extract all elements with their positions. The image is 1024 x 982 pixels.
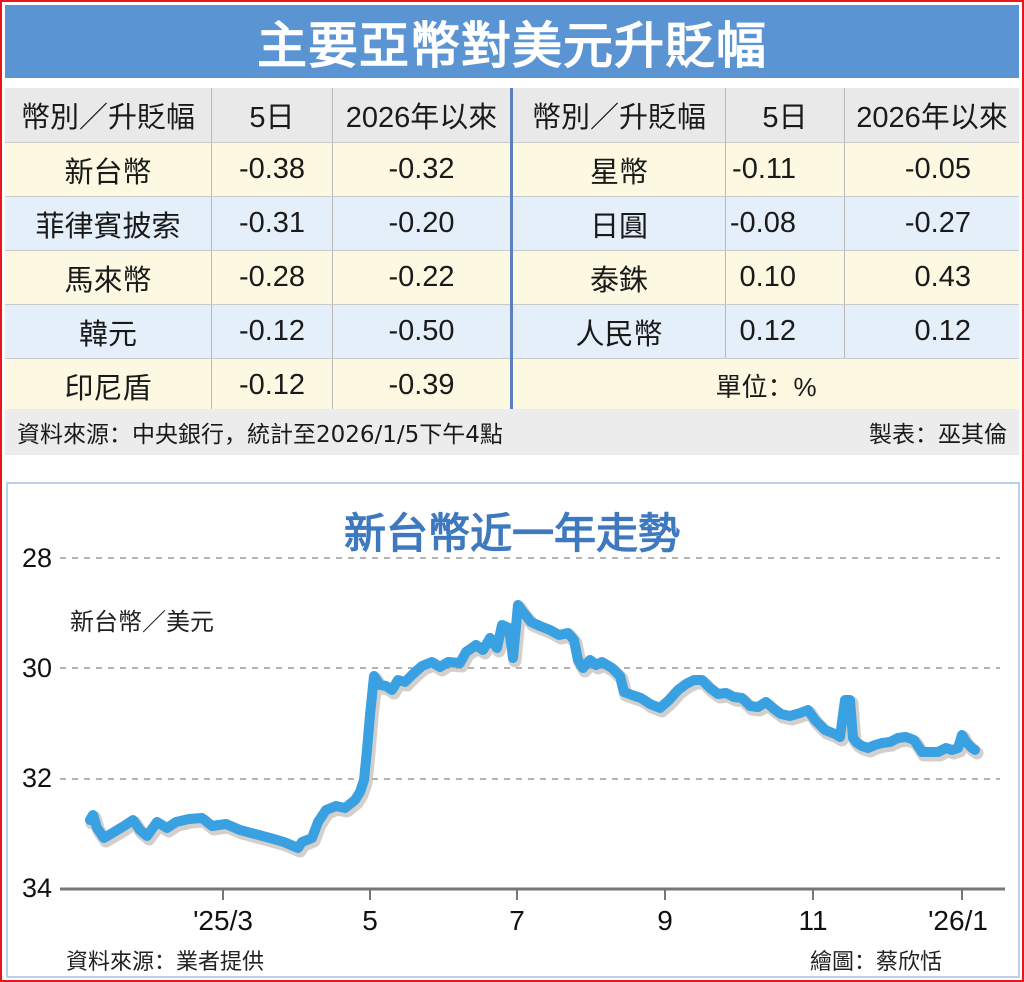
unit-note: 單位：% [511, 358, 1019, 413]
x-tick-05: 5 [362, 905, 378, 936]
change-5d: -0.28 [211, 250, 333, 305]
chart-source: 資料來源：業者提供 [66, 950, 265, 975]
change-5d: -0.12 [211, 358, 333, 413]
table-source: 資料來源：中央銀行，統計至2026/1/5下午4點 [17, 422, 503, 448]
currency-name: 星幣 [511, 142, 726, 197]
change-ytd: 0.12 [844, 304, 1019, 359]
header-ytd-left: 2026年以來 [332, 88, 513, 143]
x-tick-2025-03: '25/3 [193, 905, 253, 936]
change-ytd: -0.39 [332, 358, 513, 413]
currency-name: 日圓 [511, 196, 726, 251]
chart-credit: 繪圖：蔡欣恬 [810, 950, 943, 975]
exchange-rate-line [85, 600, 980, 853]
x-tick-2026-01: '26/1 [928, 905, 988, 936]
y-axis-unit-label: 新台幣／美元 [70, 608, 214, 636]
table-row: 菲律賓披索 -0.31 -0.20 日圓 -0.08 -0.27 [5, 196, 1019, 251]
currency-name: 新台幣 [5, 142, 212, 197]
y-tick-32: 32 [22, 763, 53, 793]
currency-table: 幣別／升貶幅 5日 2026年以來 幣別／升貶幅 5日 2026年以來 新台幣 … [5, 88, 1019, 413]
currency-name: 菲律賓披索 [5, 196, 212, 251]
change-ytd: -0.22 [332, 250, 513, 305]
gridlines [60, 557, 1000, 780]
change-ytd: 0.43 [844, 250, 1019, 305]
change-5d: 0.12 [725, 304, 845, 359]
table-footer: 資料來源：中央銀行，統計至2026/1/5下午4點 製表：巫其倫 [5, 409, 1019, 455]
y-tick-30: 30 [22, 653, 53, 683]
y-tick-28: 28 [22, 543, 53, 573]
table-credit: 製表：巫其倫 [869, 422, 1007, 448]
change-ytd: -0.50 [332, 304, 513, 359]
table-header-row: 幣別／升貶幅 5日 2026年以來 幣別／升貶幅 5日 2026年以來 [5, 88, 1019, 143]
table-row: 馬來幣 -0.28 -0.22 泰銖 0.10 0.43 [5, 250, 1019, 305]
change-5d: -0.12 [211, 304, 333, 359]
header-currency-right: 幣別／升貶幅 [511, 88, 726, 143]
change-5d: -0.31 [211, 196, 333, 251]
table-row: 新台幣 -0.38 -0.32 星幣 -0.11 -0.05 [5, 142, 1019, 197]
x-tick-07: 7 [509, 905, 525, 936]
currency-name: 韓元 [5, 304, 212, 359]
header-ytd-right: 2026年以來 [844, 88, 1019, 143]
change-5d: 0.10 [725, 250, 845, 305]
chart-container [6, 482, 1020, 978]
x-tick-09: 9 [657, 905, 673, 936]
change-5d: -0.38 [211, 142, 333, 197]
y-tick-34: 34 [22, 873, 53, 903]
x-tick-11: 11 [798, 905, 828, 936]
header-currency-left: 幣別／升貶幅 [5, 88, 212, 143]
table-row: 印尼盾 -0.12 -0.39 單位：% [5, 358, 1019, 413]
table-title: 主要亞幣對美元升貶幅 [257, 16, 767, 75]
x-axis-ticks [222, 889, 963, 900]
table-title-bar: 主要亞幣對美元升貶幅 [5, 5, 1019, 78]
currency-name: 人民幣 [511, 304, 726, 359]
change-ytd: -0.20 [332, 196, 513, 251]
currency-name: 馬來幣 [5, 250, 212, 305]
change-5d: -0.08 [725, 196, 845, 251]
currency-name: 印尼盾 [5, 358, 212, 413]
change-ytd: -0.27 [844, 196, 1019, 251]
chart-title: 新台幣近一年走勢 [343, 509, 680, 558]
change-ytd: -0.05 [844, 142, 1019, 197]
table-row: 韓元 -0.12 -0.50 人民幣 0.12 0.12 [5, 304, 1019, 359]
header-5d-right: 5日 [725, 88, 845, 143]
change-5d: -0.11 [725, 142, 845, 197]
header-5d-left: 5日 [211, 88, 333, 143]
currency-name: 泰銖 [511, 250, 726, 305]
change-ytd: -0.32 [332, 142, 513, 197]
